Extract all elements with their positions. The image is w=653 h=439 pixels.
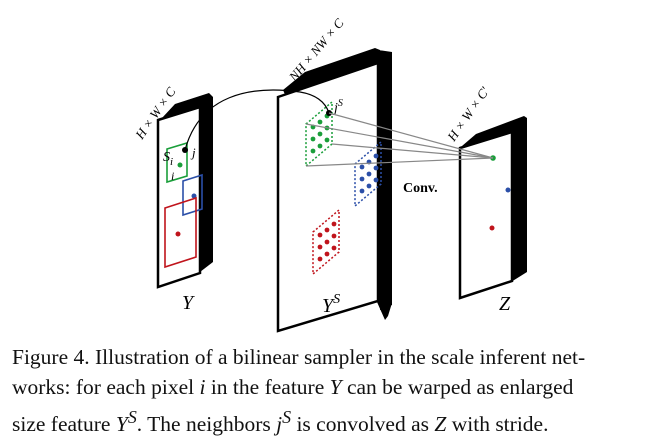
warp-curve (184, 89, 330, 151)
bilinear-sampler-diagram: H × W × C Si i j Y NH × NW × C jS (132, 15, 527, 333)
js-label: jS (332, 98, 343, 116)
y-blue-dot (191, 193, 197, 199)
feature-ys-face (276, 61, 380, 333)
y-red-dot (175, 231, 181, 237)
feature-map-z: H × W × C′ Z (444, 84, 527, 315)
ys-red-patch (312, 208, 340, 276)
y-label: Y (182, 292, 195, 314)
y-green-window (166, 141, 188, 184)
i-label: i (171, 169, 174, 183)
conv-line-1 (328, 112, 494, 159)
feature-ys-back (378, 50, 392, 310)
conv-label: Conv. (403, 181, 438, 196)
z-blue-dot (505, 187, 511, 193)
y-green-dot (177, 162, 183, 168)
conv-line-4 (305, 157, 494, 167)
j-label-y: j (190, 145, 196, 160)
si-label: Si (163, 150, 173, 168)
caption-line-1: Figure 4. Illustration of a bilinear sam… (12, 345, 586, 369)
figure-caption: Figure 4. Illustration of a bilinear sam… (12, 342, 648, 439)
caption-line-3: size feature YS. The neighbors jS is con… (12, 407, 549, 437)
feature-map-ys: NH × NW × C jS Conv. YS (276, 15, 438, 333)
conv-line-2 (305, 123, 494, 159)
caption-line-2: works: for each pixel i in the feature Y… (12, 375, 574, 399)
z-label: Z (499, 293, 511, 315)
feature-z-face (458, 130, 514, 300)
feature-y-face (156, 105, 202, 289)
z-red-dot (489, 225, 495, 231)
connectors (184, 89, 494, 167)
y-red-window (164, 196, 197, 269)
conv-line-3 (331, 143, 494, 159)
y-blue-window (182, 173, 203, 217)
ys-label: YS (322, 292, 340, 317)
